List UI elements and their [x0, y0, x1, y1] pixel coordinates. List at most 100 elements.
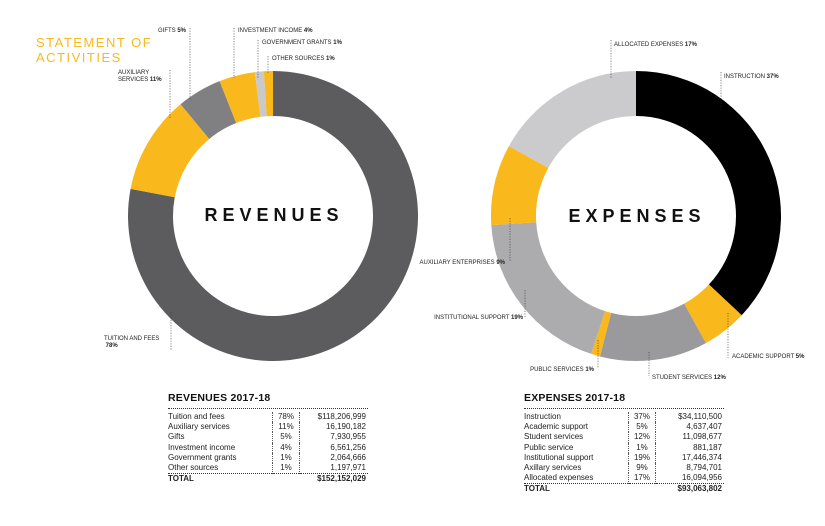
revenues-table-row-percent: 1% [272, 452, 300, 464]
revenues-table-row: Auxiliary services 11% 16,190,182 [168, 422, 368, 433]
expenses-table-row: Public service 1% 881,187 [524, 442, 724, 453]
expenses-table-row-label: Institutional support [524, 452, 594, 462]
expenses-table-row-label: Academic support [524, 422, 589, 432]
revenues-table-row-percent: 78% [272, 412, 300, 423]
expenses-label-auxiliary-enterprises: AUXILIARY ENTERPRISES 9% [420, 260, 506, 266]
divider [168, 408, 368, 409]
expenses-label-institutional-support: INSTITUTIONAL SUPPORT 19% [434, 315, 524, 321]
expenses-slice-instruction [636, 71, 781, 316]
expenses-table-total-row: TOTAL $93,063,802 [524, 483, 724, 495]
revenues-table-row-amount: 16,190,182 [325, 422, 366, 432]
expenses-table-total-label: TOTAL [524, 483, 629, 495]
expenses-slice-auxiliary-enterprises [491, 146, 549, 226]
expenses-label-public-services: PUBLIC SERVICES 1% [530, 367, 595, 373]
expenses-table-row-label: Axillary services [524, 463, 582, 473]
revenues-table-row-label: Government grants [168, 452, 237, 462]
expenses-label-instruction: INSTRUCTION 37% [724, 74, 779, 80]
revenues-table-row-amount: 7,930,955 [330, 432, 366, 442]
revenues-table-row-label: Auxiliary services [168, 422, 230, 432]
expenses-table-row-percent: 5% [628, 422, 656, 433]
expenses-slice-public-services [591, 311, 612, 357]
revenues-table-row: Government grants 1% 2,064,666 [168, 452, 368, 464]
revenues-table-row-percent: 5% [272, 432, 300, 443]
expenses-table-row-percent: 19% [628, 452, 656, 464]
revenues-table-row-label: Gifts [168, 432, 185, 442]
expenses-table-total-amount: $93,063,802 [655, 483, 724, 495]
expenses-table-row-amount: 4,637,407 [686, 422, 722, 432]
expenses-slice-institutional-support [491, 222, 606, 354]
expenses-center-title: EXPENSES [568, 206, 705, 226]
revenues-table-row-label: Other sources [168, 463, 219, 473]
expenses-table-row-percent: 1% [628, 442, 656, 453]
expenses-table-row-percent: 12% [628, 432, 656, 443]
revenues-slice-gifts [180, 81, 237, 139]
revenues-table-row-percent: 11% [272, 422, 300, 433]
revenues-table-total-spacer [272, 473, 300, 485]
expenses-table: Instruction 37% $34,110,500 Academic suppor… [524, 412, 724, 495]
expenses-table-total-spacer [628, 483, 656, 495]
revenues-slice-government-grants [254, 71, 267, 117]
expenses-slice-allocated-expenses [508, 71, 636, 168]
expenses-table-row-label: Public service [524, 442, 574, 452]
revenues-table-row-label: Tuition and fees [168, 412, 225, 421]
expenses-table-row-amount: 16,094,956 [681, 473, 722, 483]
expenses-table-row-label: Allocated expenses [524, 473, 594, 483]
revenues-table: Tuition and fees 78% $118,206,999 Auxiliary… [168, 412, 368, 485]
revenues-label-tuition-and-fees: TUITION AND FEES 78% [104, 336, 159, 349]
expenses-label-allocated-expenses: ALLOCATED EXPENSES 17% [614, 42, 698, 48]
revenues-center-title: REVENUES [204, 205, 343, 225]
revenues-table-row: Other sources 1% 1,197,971 [168, 463, 368, 474]
statement-heading: STATEMENT OF ACTIVITIES [36, 35, 153, 65]
revenues-table-title: REVENUES 2017-18 [168, 392, 271, 404]
expenses-donut [491, 71, 781, 361]
revenues-table-row-amount: $118,206,999 [317, 412, 366, 421]
expenses-label-academic-support: ACADEMIC SUPPORT 5% [732, 354, 805, 360]
expenses-table-row-amount: 881,187 [693, 442, 722, 452]
revenues-slice-tuition-and-fees [127, 71, 418, 362]
revenues-table-row-label: Investment income [168, 442, 236, 452]
revenues-label-other-sources: OTHER SOURCES 1% [272, 56, 335, 62]
expenses-slice-student-services [599, 303, 706, 361]
expenses-table-row: Axillary services 9% 8,794,701 [524, 463, 724, 474]
expenses-table-row: Allocated expenses 17% 16,094,956 [524, 473, 724, 484]
expenses-table-row-amount: 8,794,701 [686, 463, 722, 473]
revenues-label-investment-income: INVESTMENT INCOME 4% [238, 28, 313, 34]
revenues-slice-investment-income [219, 72, 261, 124]
revenues-slice-other-sources [263, 71, 273, 117]
revenues-table-total-amount: $152,152,029 [299, 473, 368, 485]
expenses-table-row: Instruction 37% $34,110,500 [524, 412, 724, 423]
expenses-table-row-label: Student services [524, 432, 584, 442]
expenses-table-row-percent: 9% [628, 463, 656, 474]
expenses-table-row-percent: 17% [628, 473, 656, 484]
expenses-label-student-services: STUDENT SERVICES 12% [652, 375, 726, 381]
revenues-label-gifts: GIFTS 5% [158, 28, 187, 34]
expenses-table-row-amount: 11,098,677 [682, 432, 722, 442]
divider [524, 408, 724, 409]
expenses-table-block: EXPENSES 2017-18 Instruction 37% $34,110,5… [524, 392, 724, 495]
expenses-table-title: EXPENSES 2017-18 [524, 392, 626, 404]
revenues-table-row: Tuition and fees 78% $118,206,999 [168, 412, 368, 423]
revenues-table-row-amount: 6,561,256 [330, 442, 366, 452]
revenues-table-row-percent: 4% [272, 442, 300, 453]
revenues-table-total-row: TOTAL $152,152,029 [168, 473, 368, 485]
expenses-table-row-label: Instruction [524, 412, 561, 421]
expenses-table-row: Institutional support 19% 17,446,374 [524, 452, 724, 464]
revenues-table-row-amount: 1,197,971 [330, 463, 366, 473]
expenses-callouts: ALLOCATED EXPENSES 17% INSTRUCTION 37% ACA… [420, 40, 805, 381]
revenues-donut [127, 71, 418, 362]
expenses-slice-academic-support [684, 284, 742, 344]
revenues-label-auxiliary-services: AUXILIARY SERVICES 11% [118, 70, 162, 83]
revenues-table-total-label: TOTAL [168, 473, 273, 485]
revenues-label-government-grants: GOVERNMENT GRANTS 1% [262, 40, 343, 46]
expenses-table-row-amount: 17,446,374 [681, 452, 722, 462]
expenses-table-row-amount: $34,110,500 [678, 412, 722, 421]
revenues-table-block: REVENUES 2017-18 Tuition and fees 78% $118… [168, 392, 368, 485]
revenues-table-row-amount: 2,064,666 [330, 452, 366, 462]
expenses-table-row: Academic support 5% 4,637,407 [524, 422, 724, 433]
revenues-table-row-percent: 1% [272, 463, 300, 474]
revenues-callouts: TUITION AND FEES 78% AUXILIARY SERVICES 11… [104, 28, 343, 350]
revenues-table-row: Investment income 4% 6,561,256 [168, 442, 368, 453]
revenues-table-row: Gifts 5% 7,930,955 [168, 432, 368, 443]
expenses-table-row: Student services 12% 11,098,677 [524, 432, 724, 443]
